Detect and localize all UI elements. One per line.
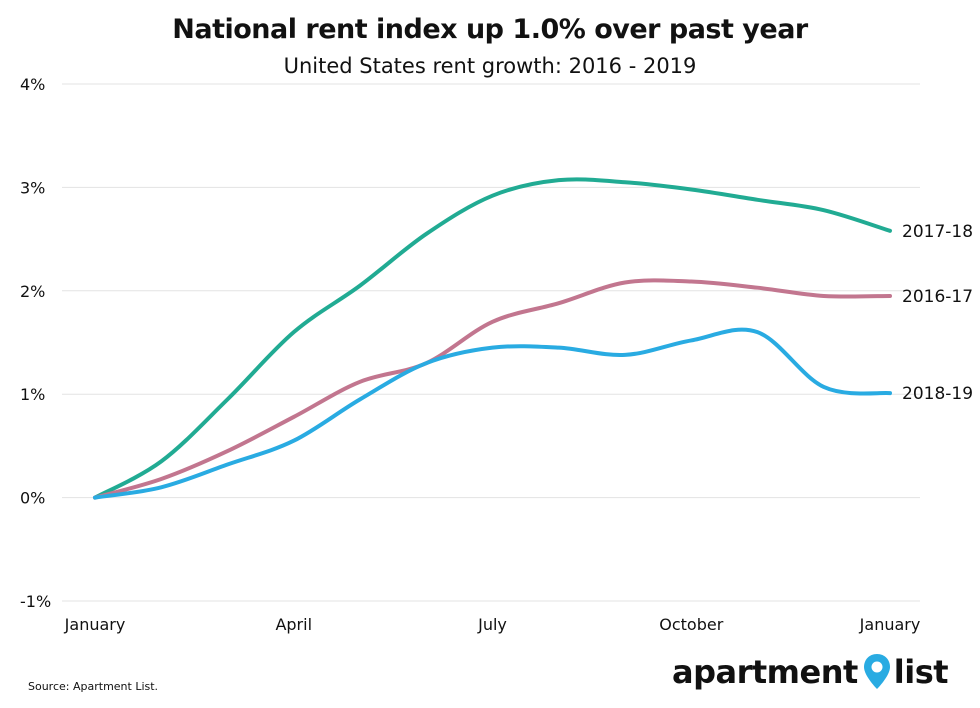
apartment-list-logo: apartment list	[672, 650, 949, 694]
source-note: Source: Apartment List.	[28, 680, 159, 693]
logo-text-left: apartment	[672, 653, 858, 691]
y-tick-label: 2%	[20, 282, 45, 301]
series-line-2016-17	[93, 278, 892, 500]
map-pin-icon	[862, 653, 892, 691]
series-line-2018-19	[93, 327, 892, 500]
y-tick-label: 4%	[20, 75, 45, 94]
chart-title: National rent index up 1.0% over past ye…	[172, 14, 808, 45]
y-tick-label: 0%	[20, 489, 45, 508]
y-tick-label: 1%	[20, 385, 45, 404]
x-axis-ticks: January April July October January	[64, 615, 921, 634]
x-tick-label: April	[275, 615, 312, 634]
series-lines	[93, 177, 892, 500]
logo-text-right: list	[893, 653, 949, 691]
chart-subtitle: United States rent growth: 2016 - 2019	[283, 54, 697, 78]
x-tick-label: January	[64, 615, 126, 634]
series-labels: 2017-18 2016-17 2018-19	[902, 222, 973, 404]
y-tick-label: 3%	[20, 178, 45, 197]
gridlines	[62, 83, 920, 602]
y-tick-label: -1%	[20, 592, 51, 611]
series-label: 2017-18	[902, 222, 973, 242]
series-line-2017-18	[93, 177, 892, 500]
series-label: 2016-17	[902, 287, 973, 307]
y-axis-ticks: -1% 0% 1% 2% 3% 4%	[20, 75, 51, 611]
x-tick-label: January	[859, 615, 921, 634]
x-tick-label: October	[659, 615, 723, 634]
series-label: 2018-19	[902, 384, 973, 404]
x-tick-label: July	[477, 615, 507, 634]
